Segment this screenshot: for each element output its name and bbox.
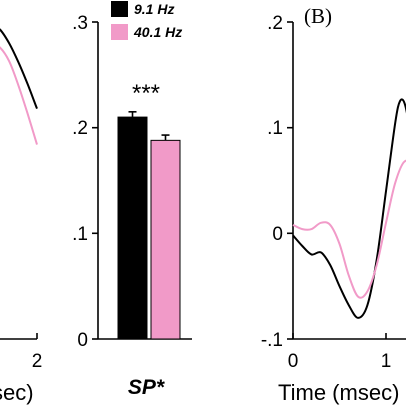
left-series-line-black: [0, 28, 38, 109]
right-y-tick-label-2: .1: [267, 118, 283, 139]
right-panel: -.1 0 .1 .2 0 1 Time (msec) (B): [261, 4, 406, 405]
mid-x-axis-title: SP*: [128, 376, 165, 399]
mid-y-tick-label-3: .3: [72, 13, 88, 34]
middle-panel: 0 .1 .2 .3 9.1 Hz 40.1 Hz *** SP*: [72, 1, 192, 399]
legend-swatch-9hz: [111, 1, 128, 17]
panel-tag-b: (B): [304, 4, 332, 28]
right-series-line-pink: [292, 159, 406, 299]
left-panel: 2 sec): [0, 28, 43, 405]
right-x-axis-title: Time (msec): [278, 380, 399, 405]
bar-9hz: [117, 116, 148, 340]
right-y-tick-label-3: .2: [267, 13, 283, 34]
mid-y-ticks: 0 .1 .2 .3: [72, 13, 98, 351]
mid-y-tick-label-1: .1: [72, 224, 88, 245]
right-series-line-black: [292, 98, 406, 319]
right-y-tick-label-0: -.1: [261, 330, 283, 351]
left-x-axis-title: sec): [0, 380, 34, 405]
bar-40hz: [150, 139, 181, 340]
legend-label-40hz: 40.1 Hz: [133, 24, 182, 40]
legend-swatch-40hz: [111, 24, 128, 40]
mid-y-tick-label-2: .2: [72, 118, 88, 139]
mid-y-tick-label-0: 0: [77, 330, 88, 351]
significance-annotation: ***: [132, 80, 160, 107]
right-x-tick-label-0: 0: [288, 351, 299, 372]
legend: 9.1 Hz 40.1 Hz: [111, 1, 182, 40]
right-y-tick-label-1: 0: [272, 224, 283, 245]
right-x-tick-label-1: 1: [381, 351, 392, 372]
left-x-tick-label-2: 2: [32, 351, 43, 372]
legend-label-9hz: 9.1 Hz: [134, 1, 174, 17]
left-series-line-pink: [0, 46, 38, 145]
